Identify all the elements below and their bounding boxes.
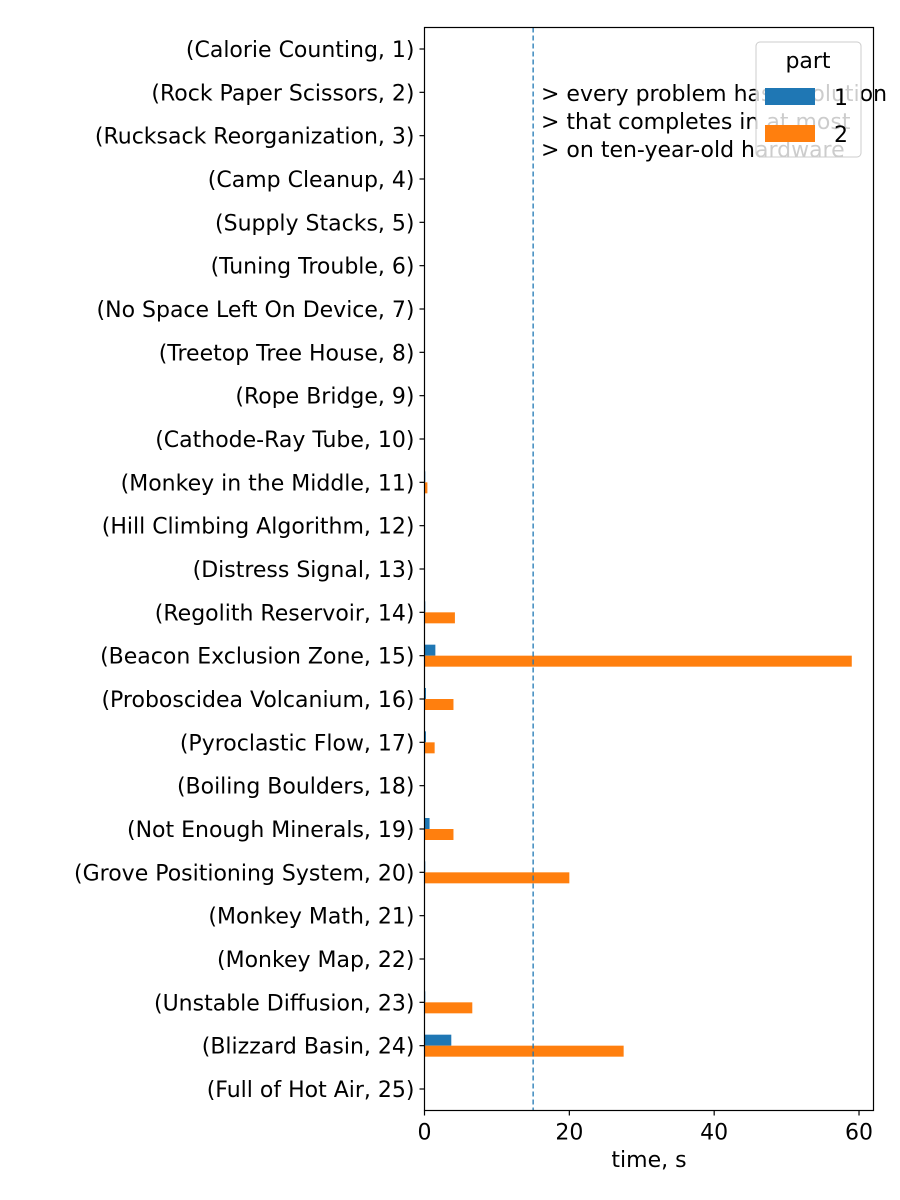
bar-part1-17	[424, 731, 426, 743]
bar-part1-16	[424, 688, 426, 699]
x-tick-labels: 0 20 40 60	[418, 1110, 873, 1146]
y-tick-label: (Camp Cleanup, 4)	[208, 168, 415, 193]
y-tick-label: (Monkey Map, 22)	[217, 948, 414, 973]
y-tick-label: (Beacon Exclusion Zone, 15)	[100, 645, 414, 670]
y-tick-label: (Blizzard Basin, 24)	[202, 1035, 415, 1060]
x-tick-label: 40	[700, 1121, 728, 1146]
y-tick-label: (Not Enough Minerals, 19)	[127, 818, 415, 843]
y-tick-label: (Calorie Counting, 1)	[186, 38, 415, 63]
y-tick-label: (Supply Stacks, 5)	[215, 211, 414, 236]
y-tick-label: (Distress Signal, 13)	[193, 558, 415, 583]
y-tick-label: (Monkey Math, 21)	[208, 905, 414, 930]
bar-part1-24	[424, 1034, 452, 1046]
y-tick-label: (Tuning Trouble, 6)	[211, 255, 415, 280]
legend-title: part	[785, 49, 830, 74]
bar-part2-11	[424, 482, 428, 494]
annotation: > every problem has a solution > that co…	[541, 82, 887, 163]
y-tick-label: (Grove Positioning System, 20)	[74, 861, 414, 886]
bar-part2-19	[424, 829, 454, 840]
legend: part 1 2	[755, 41, 862, 158]
legend-label-2: 2	[834, 123, 848, 148]
legend-swatch-2	[765, 125, 815, 142]
x-tick-label: 0	[418, 1121, 432, 1146]
bar-part2-24	[424, 1045, 624, 1057]
x-axis-label: time, s	[611, 1148, 686, 1173]
y-tick-label: (Rope Bridge, 9)	[235, 385, 414, 410]
y-tick-label: (Rucksack Reorganization, 3)	[95, 125, 415, 150]
bar-part2-20	[424, 872, 570, 884]
x-tick-label: 60	[845, 1121, 873, 1146]
bar-part1-19	[424, 818, 430, 829]
y-tick-label: (Boiling Boulders, 18)	[177, 775, 415, 800]
y-tick-label: (Treetop Tree House, 8)	[159, 341, 415, 366]
y-tick-label: (Cathode-Ray Tube, 10)	[155, 428, 414, 453]
y-tick-label: (Monkey in the Middle, 11)	[121, 471, 415, 496]
y-tick-label: (Hill Climbing Algorithm, 12)	[102, 515, 415, 540]
y-tick-label: (Regolith Reservoir, 14)	[155, 601, 415, 626]
bar-part2-17	[424, 742, 435, 754]
bar-part1-15	[424, 644, 436, 656]
y-tick-label: (Proboscidea Volcanium, 16)	[101, 688, 414, 713]
y-tick-label: (Rock Paper Scissors, 2)	[151, 81, 414, 106]
y-tick-label: (Pyroclastic Flow, 17)	[180, 731, 415, 756]
bar-part2-15	[424, 655, 852, 667]
bar-part2-14	[424, 612, 455, 624]
y-tick-label: (No Space Left On Device, 7)	[97, 298, 415, 323]
legend-label-1: 1	[834, 86, 848, 111]
bars-layer	[424, 471, 852, 1057]
y-tick-label: (Full of Hot Air, 25)	[207, 1078, 415, 1103]
bar-part2-23	[424, 1002, 473, 1014]
y-tick-labels: (Calorie Counting, 1) (Rock Paper Scissor…	[74, 38, 425, 1103]
x-tick-label: 20	[555, 1121, 583, 1146]
legend-swatch-1	[765, 88, 815, 105]
y-tick-label: (Unstable Diffusion, 23)	[154, 991, 415, 1016]
plot-frame	[423, 26, 875, 1112]
bar-part2-16	[424, 699, 454, 710]
